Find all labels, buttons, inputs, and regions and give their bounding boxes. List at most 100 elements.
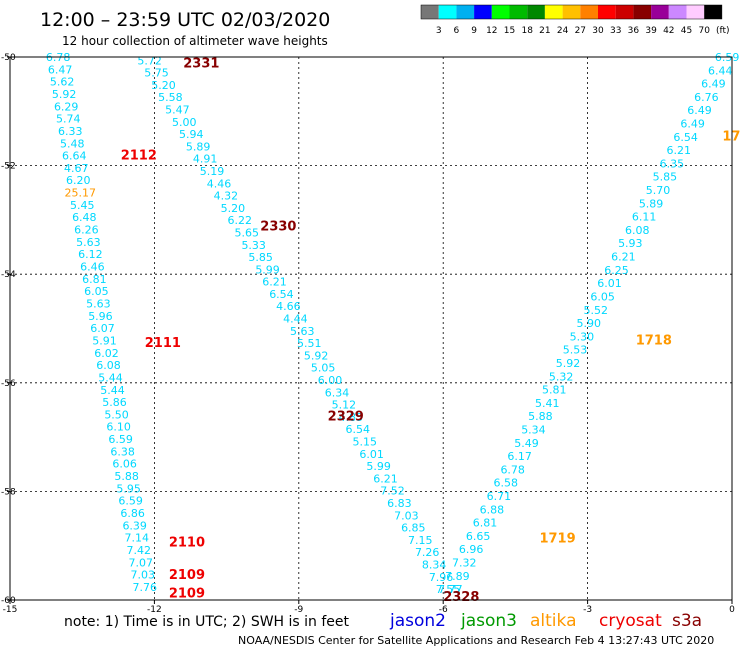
wave-height-value: 5.92 xyxy=(556,357,581,370)
wave-height-value: 6.05 xyxy=(84,285,109,298)
pass-number-label: 2111 xyxy=(145,336,181,351)
wave-height-value: 5.91 xyxy=(92,334,117,347)
color-swatch xyxy=(438,5,457,19)
wave-height-value: 6.08 xyxy=(96,359,121,372)
color-swatch xyxy=(474,5,492,19)
wave-height-value: 5.99 xyxy=(255,263,280,276)
color-bar-label: 12 xyxy=(486,26,497,36)
wave-height-value: 6.54 xyxy=(673,131,698,144)
wave-height-value: 6.88 xyxy=(480,503,505,516)
wave-height-value: 7.14 xyxy=(124,532,149,545)
wave-height-value: 6.26 xyxy=(74,224,99,237)
color-bar-label: 70 xyxy=(698,26,710,36)
wave-height-value: 6.49 xyxy=(687,104,712,117)
wave-height-value: 7.26 xyxy=(415,546,440,559)
wave-height-value: 6.44 xyxy=(708,64,733,77)
wave-height-value: 6.21 xyxy=(373,472,398,485)
x-tick-label: -15 xyxy=(3,605,18,615)
color-bar-label: 33 xyxy=(610,26,621,36)
wave-height-value: 6.54 xyxy=(269,288,294,301)
wave-height-value: 6.46 xyxy=(80,261,105,274)
color-swatch xyxy=(562,5,581,19)
wave-height-value: 8.34 xyxy=(422,559,447,572)
chart-subtitle: 12 hour collection of altimeter wave hei… xyxy=(62,34,328,48)
pass-number-label: 2331 xyxy=(183,56,219,71)
wave-height-value: 6.49 xyxy=(680,118,705,131)
wave-height-value: 5.53 xyxy=(563,344,588,357)
x-tick-label: -9 xyxy=(294,605,303,615)
wave-height-value: 7.76 xyxy=(133,581,158,594)
wave-height-value: 4.67 xyxy=(64,162,89,175)
chart-title: 12:00 – 23:59 UTC 02/03/2020 xyxy=(40,9,330,31)
color-swatch xyxy=(456,5,475,19)
satellite-legend-s3a: s3a xyxy=(672,611,702,631)
wave-height-value: 6.54 xyxy=(346,423,371,436)
wave-height-value: 5.86 xyxy=(102,396,127,409)
wave-height-value: 6.86 xyxy=(120,507,145,520)
satellite-legend: jason2 jason3 altika cryosat s3a xyxy=(389,611,702,631)
wave-height-value: 6.34 xyxy=(325,386,350,399)
color-bar-label: 30 xyxy=(592,26,604,36)
wave-height-value: 5.45 xyxy=(70,199,95,212)
wave-height-value: 6.78 xyxy=(500,463,525,476)
wave-height-value: 25.17 xyxy=(65,187,97,200)
wave-height-value: 6.10 xyxy=(106,421,131,434)
wave-height-value: 5.88 xyxy=(528,410,553,423)
color-bar-label: 42 xyxy=(663,26,674,36)
wave-height-value: 6.12 xyxy=(78,248,103,261)
color-swatch xyxy=(580,5,598,19)
wave-height-value: 5.20 xyxy=(151,79,176,92)
wave-height-value: 6.59 xyxy=(118,495,143,508)
wave-height-value: 6.01 xyxy=(359,448,384,461)
wave-height-value: 6.58 xyxy=(494,477,519,490)
satellite-legend-cryosat: cryosat xyxy=(599,611,662,631)
wave-height-value: 5.92 xyxy=(52,88,77,101)
pass-number-label: 1719 xyxy=(539,532,575,547)
color-bar-label: 15 xyxy=(504,26,515,36)
pass-number-label: 2110 xyxy=(169,535,205,550)
wave-height-value: 5.50 xyxy=(104,408,129,421)
x-tick-label: -6 xyxy=(439,605,448,615)
wave-height-value: 5.96 xyxy=(88,310,113,323)
color-bar-label: 6 xyxy=(454,26,460,36)
wave-height-value: 6.29 xyxy=(54,100,79,113)
satellite-legend-jason2: jason2 xyxy=(389,611,446,631)
wave-height-value: 7.32 xyxy=(452,557,477,570)
wave-height-value: 5.95 xyxy=(116,482,141,495)
wave-height-value: 6.05 xyxy=(590,290,615,303)
wave-height-value: 5.99 xyxy=(366,460,391,473)
color-bar-label: 27 xyxy=(575,26,586,36)
wave-height-value: 6.71 xyxy=(487,490,512,503)
wave-height-value: 6.25 xyxy=(604,264,629,277)
wave-height-value: 7.55 xyxy=(436,583,461,596)
wave-height-value: 5.00 xyxy=(172,116,197,129)
wave-height-value: 4.66 xyxy=(276,300,301,313)
wave-height-value: 6.02 xyxy=(94,347,119,360)
wave-height-value: 6.59 xyxy=(108,433,133,446)
axis-ticks: -15 -12 -9 -6 -3 0 -50 -52 -54 -56 -58 -60 xyxy=(1,53,735,615)
wave-height-value: 5.30 xyxy=(570,330,595,343)
wave-height-value: 7.77 xyxy=(438,583,463,596)
footer-note: note: 1) Time is in UTC; 2) SWH is in fe… xyxy=(64,614,350,630)
color-swatch xyxy=(544,5,563,19)
wave-height-value: 5.65 xyxy=(234,226,259,239)
color-swatch xyxy=(668,5,687,19)
wave-height-value: 6.81 xyxy=(82,273,107,286)
color-swatch xyxy=(686,5,705,19)
color-swatch xyxy=(527,5,545,19)
wave-height-value: 5.05 xyxy=(311,362,336,375)
wave-height-value: 6.08 xyxy=(625,224,650,237)
color-bar-label: 39 xyxy=(645,26,657,36)
color-bar-label: 24 xyxy=(557,26,569,36)
pass-number-label: 17 xyxy=(722,130,740,145)
wave-height-value: 5.58 xyxy=(158,91,183,104)
wave-height-value: 5.88 xyxy=(114,470,139,483)
wave-height-value: 5.44 xyxy=(98,371,123,384)
wave-height-value: 5.33 xyxy=(241,239,266,252)
satellite-legend-altika: altika xyxy=(530,611,577,631)
x-tick-label: -3 xyxy=(583,605,592,615)
wave-height-value: 5.75 xyxy=(144,67,169,80)
y-tick-label: -50 xyxy=(1,53,16,63)
wave-height-value: 6.21 xyxy=(262,276,287,289)
wave-height-value: 5.85 xyxy=(248,251,273,264)
